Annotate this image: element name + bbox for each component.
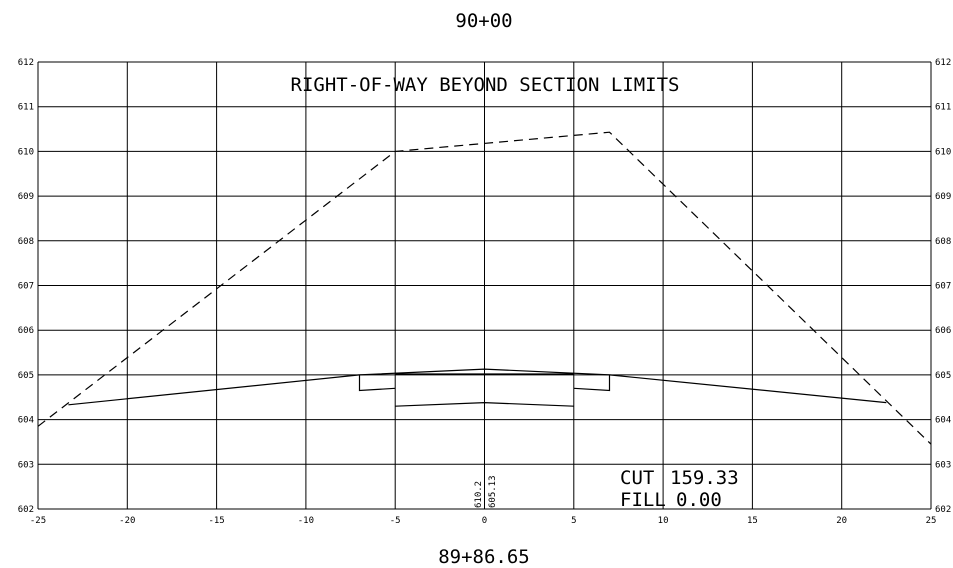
fill-value: 0.00 <box>676 489 722 511</box>
y-tick-label-right: 608 <box>935 237 951 247</box>
y-tick-label-right: 607 <box>935 282 951 292</box>
y-tick-label-right: 611 <box>935 103 951 113</box>
y-tick-label-left: 605 <box>18 371 34 381</box>
x-tick-label: -5 <box>390 516 401 526</box>
cut-label: CUT <box>620 467 654 489</box>
x-tick-label: 15 <box>747 516 758 526</box>
y-tick-label-left: 609 <box>18 192 34 202</box>
y-tick-label-right: 609 <box>935 192 951 202</box>
x-tick-label: -25 <box>30 516 46 526</box>
station-bottom-label: 89+86.65 <box>438 546 530 568</box>
x-tick-label: -15 <box>208 516 224 526</box>
proposed-pavement-line <box>68 368 887 406</box>
y-tick-label-right: 606 <box>935 326 951 336</box>
right-of-way-note: RIGHT-OF-WAY BEYOND SECTION LIMITS <box>291 74 680 96</box>
y-tick-label-left: 610 <box>18 147 34 157</box>
right-curb <box>573 374 611 392</box>
y-tick-label-left: 604 <box>18 416 34 426</box>
x-tick-label: -10 <box>298 516 314 526</box>
y-tick-label-right: 602 <box>935 505 951 515</box>
y-tick-label-right: 612 <box>935 58 951 68</box>
y-tick-label-left: 612 <box>18 58 34 68</box>
station-top-label: 90+00 <box>455 10 512 32</box>
x-tick-label: 10 <box>658 516 669 526</box>
x-tick-label: 25 <box>926 516 937 526</box>
y-axis-left-tick-labels: 602 603 604 605 606 607 608 609 610 611 612 <box>18 58 34 515</box>
subgrade-line <box>395 401 574 407</box>
y-tick-label-right: 603 <box>935 460 951 470</box>
y-tick-label-right: 604 <box>935 416 951 426</box>
y-tick-label-left: 606 <box>18 326 34 336</box>
left-curb <box>358 374 396 392</box>
existing-elevation-label: 610.2 <box>474 481 484 508</box>
cut-value: 159.33 <box>670 467 739 489</box>
x-tick-label: -20 <box>119 516 135 526</box>
y-tick-label-right: 605 <box>935 371 951 381</box>
y-axis-right-tick-labels: 602 603 604 605 606 607 608 609 610 611 612 <box>935 58 951 515</box>
grid <box>37 61 932 510</box>
x-axis-tick-labels: -25 -20 -15 -10 -5 0 5 10 15 20 25 <box>30 516 937 526</box>
fill-label: FILL <box>620 489 666 511</box>
y-tick-label-left: 603 <box>18 460 34 470</box>
y-tick-label-left: 607 <box>18 282 34 292</box>
x-tick-label: 20 <box>836 516 847 526</box>
y-tick-label-left: 602 <box>18 505 34 515</box>
y-tick-label-left: 611 <box>18 103 34 113</box>
x-tick-label: 0 <box>482 516 487 526</box>
existing-ground-line <box>37 131 932 445</box>
y-tick-label-right: 610 <box>935 147 951 157</box>
proposed-elevation-label: 605.13 <box>488 475 498 508</box>
x-tick-label: 5 <box>571 516 576 526</box>
y-tick-label-left: 608 <box>18 237 34 247</box>
